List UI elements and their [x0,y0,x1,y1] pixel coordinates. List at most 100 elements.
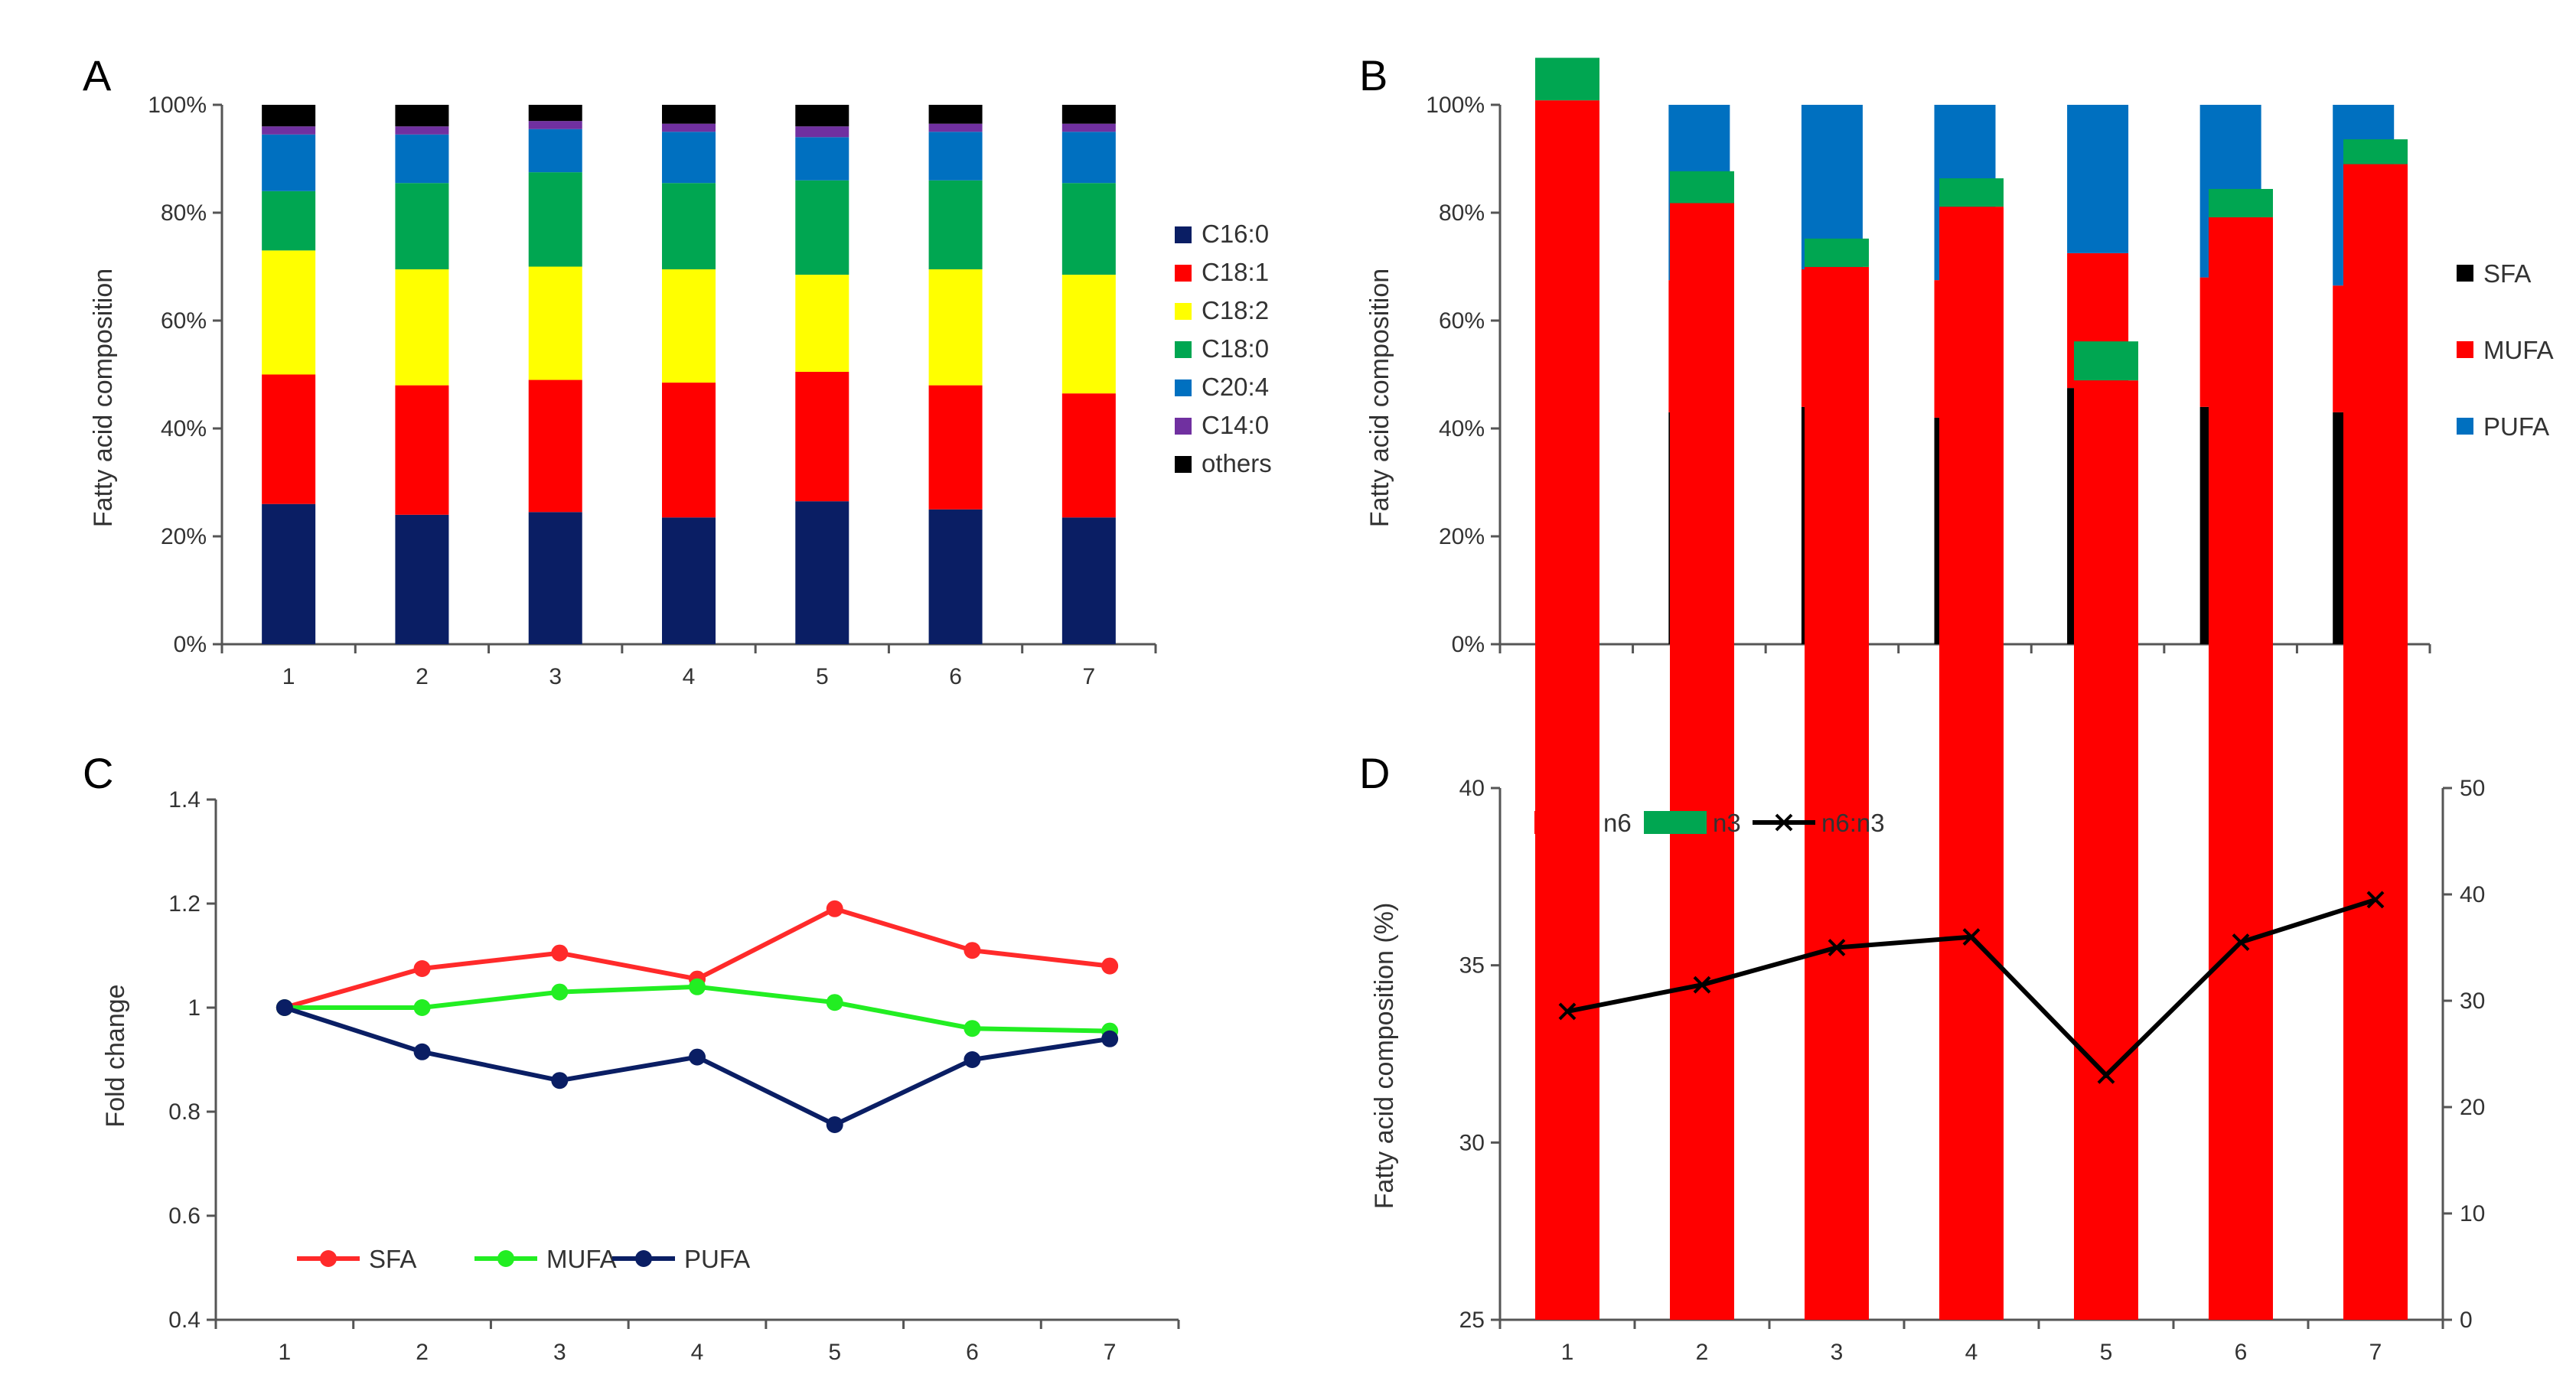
panel-a-x-tick-label: 5 [816,664,829,689]
panel-c-point-pufa [689,1048,706,1066]
panel-a-bar-c14-0 [262,126,316,135]
panel-a-x-tick-label: 4 [683,664,696,689]
panel-a-legend-label: C18:0 [1202,334,1269,363]
panel-a-x-tick-label: 1 [282,664,295,689]
panel-d-right-tick-label: 20 [2460,1095,2485,1120]
panel-a: A 0% 20% 40% 60% 80% 100% 1 2 3 4 5 6 7 Fatty acid c… [83,51,1272,689]
panel-a-bar-c14-0 [795,126,849,138]
panel-c-point-pufa [551,1072,569,1089]
panel-c-x-tick-label: 2 [416,1340,429,1365]
panel-a-legend-label: others [1202,449,1272,477]
panel-a-bar-c18-2 [1061,275,1116,394]
panel-d-bar-n3 [1939,178,2004,207]
panel-a-legend-label: C14:0 [1202,411,1269,439]
panel-a-bar-c14-0 [662,123,716,132]
panel-a-bar-c18-0 [395,183,449,270]
panel-a-letter: A [83,51,112,99]
panel-b-bar-pufa [2067,105,2129,253]
panel-c-y-tick-label: 1.4 [168,787,201,813]
panel-d-point-ratio [1693,975,1711,994]
panel-c-x-tick-label: 5 [828,1340,841,1365]
panel-a-legend-swatch [1175,265,1192,282]
panel-c-legend-label: PUFA [684,1245,750,1273]
panel-c-y-tick-label: 1.2 [168,891,201,917]
panel-d-point-ratio [2232,933,2250,951]
panel-c-point-pufa [276,999,293,1016]
panel-a-bar-c14-0 [1061,123,1116,132]
panel-b-legend-label: PUFA [2483,412,2549,441]
panel-d-right-tick-label: 40 [2460,882,2485,907]
panel-d-bar-n3 [1535,57,1599,101]
panel-a-y-tick-label: 20% [161,524,207,549]
panel-d-bar-n6 [1939,207,2004,1321]
panel-a-bar-c16-0 [528,512,582,644]
panel-a-bar-c16-0 [1061,517,1116,644]
panel-a-x-tick-label: 2 [416,664,429,689]
panel-d-x-tick-label: 6 [2235,1340,2248,1365]
panel-a-legend-swatch [1175,303,1192,320]
panel-d-bar-n6 [2343,164,2408,1321]
panel-d-x-tick-label: 2 [1696,1340,1709,1365]
panel-a-legend-swatch [1175,226,1192,243]
panel-c: C 0.4 0.6 0.8 1 1.2 1.4 1 2 3 4 5 6 7 Fold change SF… [83,749,1180,1365]
panel-c-point-mufa [689,978,706,995]
panel-a-legend-swatch [1175,418,1192,435]
panel-a-bar-c18-1 [528,379,582,513]
panel-d-x-tick-label: 1 [1561,1340,1574,1365]
panel-a-bar-c18-2 [262,250,316,375]
panel-b-legend-swatch [2457,418,2473,435]
panel-c-point-pufa [826,1116,843,1133]
panel-d-bar-n3 [2074,341,2138,381]
panel-a-bar-c16-0 [795,501,849,644]
panel-c-x-tick-label: 3 [553,1340,566,1365]
panel-b-letter: B [1359,51,1387,99]
panel-d-point-ratio [1962,928,1981,946]
panel-d-point-ratio [2366,891,2385,909]
panel-a-bar-c18-1 [795,371,849,502]
panel-c-y-tick-label: 0.6 [168,1203,201,1229]
panel-d-x-tick-label: 7 [2369,1340,2382,1365]
panel-a-legend-swatch [1175,341,1192,358]
panel-a-bar-c18-0 [928,180,983,270]
panel-a-bar-others [795,105,849,127]
panel-a-bar-c20-4 [528,129,582,173]
panel-d-y-tick-label: 35 [1459,953,1485,979]
panel-c-ylabel: Fold change [101,984,130,1127]
panel-a-legend-label: C18:2 [1202,296,1269,324]
panel-d-bar-n3 [1670,171,1734,204]
panel-d: D 25 30 35 40 1 2 3 4 5 6 7 0 10 20 30 40 50 Fatty acid … [1359,57,2485,1365]
panel-b-y-tick-label: 60% [1439,308,1485,334]
panel-c-x-tick-label: 6 [966,1340,979,1365]
panel-c-y-tick-label: 1 [187,995,201,1021]
panel-a-bar-c18-1 [1061,393,1116,518]
panel-b-y-tick-label: 40% [1439,416,1485,441]
panel-d-y-tick-label: 30 [1459,1130,1485,1155]
panel-a-bar-c18-2 [795,275,849,372]
panel-d-ylabel: Fatty acid composition (%) [1370,903,1399,1210]
panel-b-legend-swatch [2457,341,2473,358]
panel-d-point-ratio [1828,939,1846,956]
panel-a-legend-swatch [1175,456,1192,473]
panel-c-legend-marker [497,1250,514,1267]
panel-a-bar-c16-0 [395,514,449,644]
panel-d-legend-label: n6 [1603,809,1632,837]
panel-b-ylabel: Fatty acid composition [1365,269,1394,527]
panel-a-bar-c18-1 [662,383,716,518]
panel-a-bar-c18-1 [262,374,316,504]
panel-c-point-pufa [1101,1030,1119,1047]
panel-c-point-sfa [551,944,569,962]
panel-c-point-mufa [551,983,569,1001]
panel-a-bar-c18-2 [395,269,449,386]
panel-c-point-mufa [413,999,431,1016]
panel-c-y-tick-label: 0.8 [168,1099,201,1125]
panel-a-x-tick-label: 3 [549,664,562,689]
panel-d-y-tick-label: 25 [1459,1308,1485,1333]
panel-d-point-ratio [2097,1066,2115,1084]
panel-c-point-mufa [826,994,843,1011]
panel-d-legend: n6 n3 n6:n3 [1534,809,1885,837]
panel-d-point-ratio [1558,1002,1577,1021]
panel-c-x-tick-label: 7 [1104,1340,1117,1365]
panel-c-x-tick-label: 1 [279,1340,292,1365]
